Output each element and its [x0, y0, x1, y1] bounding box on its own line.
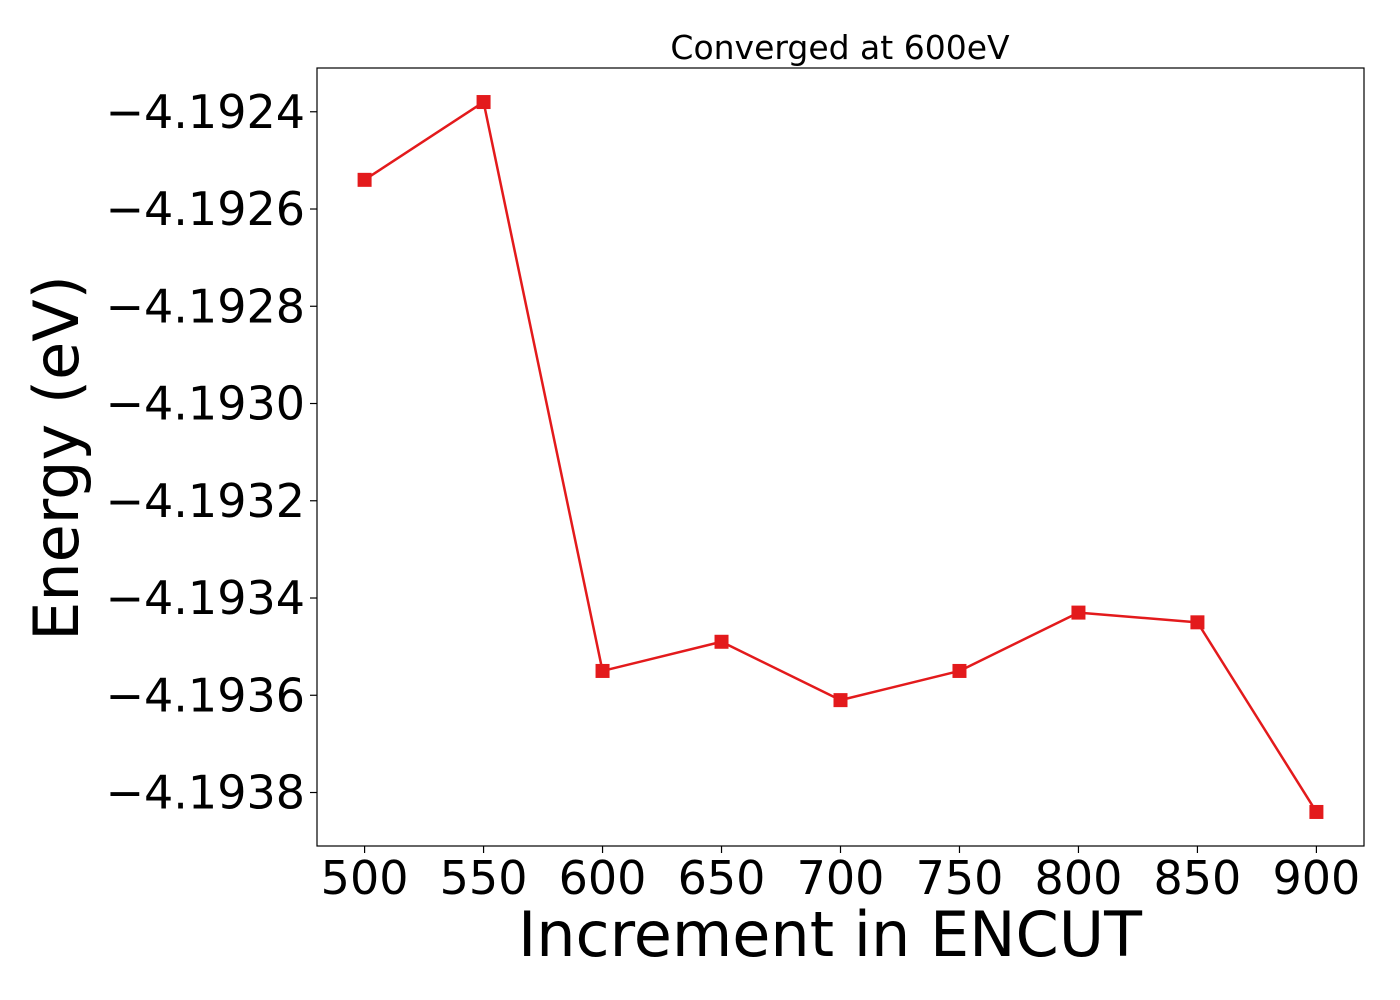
data-point — [1071, 605, 1086, 620]
y-tick-label: −4.1938 — [106, 766, 306, 820]
x-axis-label: Increment in ENCUT — [518, 898, 1143, 971]
chart-title: Converged at 600eV — [670, 28, 1010, 67]
axis-ticks: 500 550 600 650 700 750 800 850 900 −4.1924 −4.192… — [106, 85, 1361, 905]
y-tick-label: −4.1930 — [106, 377, 306, 431]
x-tick-label: 700 — [797, 851, 885, 905]
y-tick-label: −4.1924 — [106, 85, 306, 139]
x-tick-label: 500 — [321, 851, 409, 905]
data-point — [952, 663, 967, 678]
x-tick-label: 900 — [1273, 851, 1361, 905]
x-tick-label: 600 — [559, 851, 647, 905]
x-tick-label: 750 — [916, 851, 1004, 905]
x-tick-label: 550 — [440, 851, 528, 905]
data-point — [1309, 804, 1324, 819]
data-point — [476, 95, 491, 110]
y-tick-label: −4.1932 — [106, 474, 306, 528]
y-tick-label: −4.1926 — [106, 182, 306, 236]
data-point — [833, 693, 848, 708]
data-point — [357, 172, 372, 187]
x-tick-label: 850 — [1154, 851, 1242, 905]
y-axis-label: Energy (eV) — [20, 275, 93, 641]
data-point — [595, 663, 610, 678]
x-tick-label: 800 — [1035, 851, 1123, 905]
y-tick-label: −4.1928 — [106, 279, 306, 333]
data-point — [1190, 615, 1205, 630]
y-tick-label: −4.1934 — [106, 571, 306, 625]
x-tick-label: 650 — [678, 851, 766, 905]
data-point — [714, 634, 729, 649]
y-tick-label: −4.1936 — [106, 668, 306, 722]
